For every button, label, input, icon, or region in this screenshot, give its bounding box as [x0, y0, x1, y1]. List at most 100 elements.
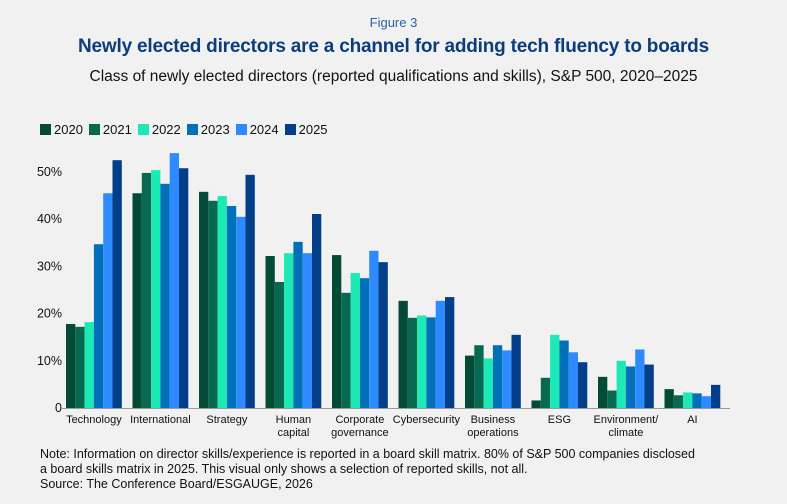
bar-2022 [616, 360, 626, 408]
x-tick-label: Technology [66, 414, 122, 426]
bar-2025 [445, 297, 455, 408]
legend-item: 2025 [284, 122, 328, 137]
legend-swatch [284, 124, 296, 135]
bar-2024 [635, 349, 645, 408]
bar-2025 [112, 160, 122, 408]
note-line: a board skills matrix in 2025. This visu… [40, 462, 528, 476]
bar-2020 [199, 191, 209, 408]
bar-2024 [103, 193, 113, 408]
bar-2022 [151, 170, 161, 408]
y-tick-label: 40% [37, 212, 62, 226]
bar-2020 [465, 355, 475, 408]
bar-2021 [540, 377, 551, 408]
chart-subtitle: Class of newly elected directors (report… [89, 68, 698, 85]
bar-2022 [217, 196, 227, 408]
legend-item: 2024 [235, 122, 279, 137]
bar-2020 [664, 389, 674, 408]
bar-2021 [407, 317, 418, 408]
bar-2021 [274, 281, 285, 408]
y-tick-label: 50% [37, 165, 62, 179]
bar-2022 [284, 253, 294, 408]
bar-2025 [511, 334, 521, 408]
x-tick-label: Environment/ [593, 414, 659, 426]
x-tick-label: operations [467, 427, 519, 439]
bar-2023 [692, 393, 702, 408]
bar-2023 [226, 205, 237, 408]
x-tick-label: Human [276, 414, 311, 426]
bar-2024 [701, 396, 711, 408]
bar-2025 [578, 362, 588, 408]
legend: 2020 2021 2022 2023 2024 2025 [40, 122, 328, 137]
bar-2021 [341, 292, 351, 408]
legend-swatch [137, 124, 149, 135]
bar-2025 [644, 364, 654, 408]
bar-2021 [75, 326, 85, 408]
x-tick-label: AI [687, 414, 697, 426]
legend-label: 2025 [298, 122, 328, 137]
bar-2025 [312, 214, 322, 408]
y-tick-label: 10% [37, 354, 62, 368]
legend-swatch [235, 124, 247, 135]
bar-2024 [502, 350, 512, 408]
bar-2025 [378, 262, 388, 408]
x-tick-label: Business [471, 414, 516, 426]
chart-title: Newly elected directors are a channel fo… [78, 36, 709, 57]
bar-2023 [293, 241, 303, 408]
bar-2023 [359, 278, 370, 408]
x-tick-label: International [130, 414, 191, 426]
source-line: Source: The Conference Board/ESGAUGE, 20… [40, 477, 313, 491]
bar-2023 [625, 366, 636, 408]
y-tick-label: 30% [37, 259, 62, 273]
bar-2024 [568, 352, 578, 408]
legend-item: 2020 [40, 122, 83, 137]
bar-2022 [417, 315, 427, 408]
bar-2020 [598, 376, 608, 408]
legend-item: 2022 [137, 122, 181, 137]
bar-2023 [93, 244, 104, 408]
legend-swatch [186, 124, 198, 135]
bar-2024 [169, 153, 179, 408]
legend-label: 2022 [151, 122, 181, 137]
x-tick-label: capital [278, 427, 310, 439]
bar-2024 [236, 216, 246, 408]
bar-2021 [141, 172, 152, 408]
bar-2020 [132, 193, 142, 408]
bar-2022 [550, 334, 560, 408]
bar-2023 [492, 345, 503, 408]
bar-2022 [683, 392, 693, 408]
legend-swatch [88, 124, 100, 135]
bar-2022 [483, 358, 493, 408]
bar-2025 [711, 384, 721, 408]
bar-2025 [245, 174, 255, 408]
legend-item: 2023 [186, 122, 230, 137]
bar-2021 [673, 395, 684, 408]
bar-2021 [208, 200, 218, 408]
y-tick-label: 20% [37, 307, 62, 321]
x-tick-label: Strategy [206, 414, 247, 426]
bar-2024 [369, 250, 379, 408]
chart-note: Note: Information on director skills/exp… [40, 447, 760, 492]
note-line: Note: Information on director skills/exp… [40, 447, 695, 461]
bar-2020 [398, 300, 408, 408]
x-tick-label: governance [331, 427, 389, 439]
bar-2023 [160, 183, 170, 408]
bar-2023 [426, 317, 436, 408]
bar-2021 [607, 390, 617, 408]
legend-label: 2020 [54, 122, 83, 137]
bar-2020 [531, 400, 541, 408]
legend-label: 2024 [249, 122, 279, 137]
x-tick-label: climate [608, 427, 643, 439]
bar-chart: 0 10% 20% 30% 40% 50% Technology International S… [37, 153, 730, 439]
bar-2024 [435, 300, 445, 408]
bar-2023 [559, 340, 569, 408]
legend-label: 2023 [200, 122, 230, 137]
x-tick-label: Cybersecurity [393, 414, 461, 426]
bar-2021 [474, 345, 484, 408]
bar-2024 [302, 253, 312, 408]
bar-2025 [179, 168, 189, 408]
legend-label: 2021 [102, 122, 132, 137]
legend-swatch [40, 124, 51, 135]
figure-label: Figure 3 [369, 15, 418, 30]
bar-2022 [84, 322, 94, 408]
bar-2020 [332, 255, 342, 408]
